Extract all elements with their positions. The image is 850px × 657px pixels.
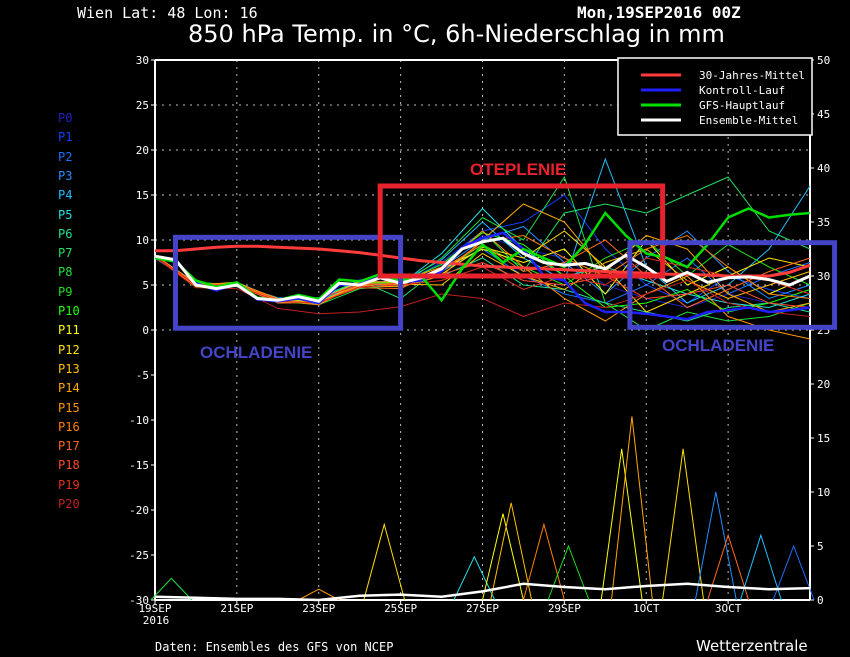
y-tick-label-right: 35	[817, 216, 830, 229]
y-tick-label-left: 15	[136, 189, 149, 202]
annotation-box-1	[377, 183, 666, 279]
member-label-p0: P0	[58, 111, 73, 125]
temp-line-p18	[154, 254, 811, 308]
y-tick-label-left: -10	[129, 414, 149, 427]
y-tick-label-right: 5	[817, 540, 824, 553]
annotation-box-2	[627, 240, 838, 330]
member-label-p17: P17	[58, 439, 80, 454]
temp-line-ensemble-mean	[154, 236, 811, 303]
y-tick-label-right: 40	[817, 162, 830, 175]
precip-line-p15	[298, 588, 340, 601]
y-tick-label-right: 50	[817, 54, 830, 67]
temp-line-p20	[154, 256, 811, 318]
chart-title: 850 hPa Temp. in °C, 6h-Niederschlag in …	[188, 20, 725, 48]
legend-gfs: GFS-Hauptlauf	[699, 99, 785, 112]
x-tick-label: 3OCT	[715, 602, 742, 615]
x-tick-label: 1OCT	[633, 602, 660, 615]
x-tick-label: 23SEP	[302, 602, 335, 615]
x-tick-label: 21SEP	[220, 602, 253, 615]
member-label-p1: P1	[58, 130, 73, 145]
y-tick-label-left: 25	[136, 99, 149, 112]
y-tick-label-left: -5	[136, 369, 149, 382]
member-label-p15: P15	[58, 400, 80, 415]
member-label-p8: P8	[58, 265, 73, 280]
temp-line-climatology	[155, 244, 811, 278]
member-label-p13: P13	[58, 361, 80, 376]
y-tick-label-left: 5	[142, 279, 149, 292]
brand-label: Wetterzentrale	[696, 637, 808, 655]
annotation-label-cooling-1: OCHLADENIE	[200, 343, 313, 362]
member-label-p18: P18	[58, 458, 80, 473]
y-tick-label-left: 0	[142, 324, 149, 337]
x-tick-label: 2016	[143, 614, 170, 627]
member-label-p2: P2	[58, 149, 73, 164]
member-label-p19: P19	[58, 477, 80, 492]
annotation-box-0	[172, 234, 404, 331]
y-tick-label-right: 20	[817, 378, 830, 391]
y-tick-label-left: 30	[136, 54, 149, 67]
precip-line-p11	[482, 513, 524, 601]
precip-line-p12	[363, 522, 406, 601]
legend-mean: Ensemble-Mittel	[699, 114, 798, 127]
y-tick-label-left: -25	[129, 549, 149, 562]
y-tick-label-left: -15	[129, 459, 149, 472]
y-tick-label-right: 45	[817, 108, 830, 121]
y-tick-label-right: 30	[817, 270, 830, 283]
y-tick-label-right: 10	[817, 486, 830, 499]
member-label-p20: P20	[58, 497, 80, 511]
annotation-label-cooling-2: OCHLADENIE	[662, 336, 775, 355]
grid	[155, 60, 810, 600]
y-tick-label-left: -20	[129, 504, 149, 517]
member-series	[154, 157, 811, 340]
precip-line-ensemble-mean	[154, 582, 811, 602]
member-label-p7: P7	[58, 246, 73, 261]
y-tick-label-left: 10	[136, 234, 149, 247]
legend: 30-Jahres-Mittel Kontroll-Lauf GFS-Haupt…	[617, 57, 813, 136]
precip-line-p3	[694, 491, 737, 601]
y-tick-label-left: 20	[136, 144, 149, 157]
y-tick-label-right: 0	[817, 594, 824, 607]
temp-line-p15	[154, 230, 811, 340]
legend-climatology: 30-Jahres-Mittel	[699, 69, 805, 82]
member-label-p14: P14	[58, 381, 80, 396]
x-tick-label: 19SEP	[138, 602, 171, 615]
member-label-p10: P10	[58, 304, 80, 318]
legend-control: Kontroll-Lauf	[699, 84, 785, 97]
member-label-p5: P5	[58, 207, 73, 222]
precip-line-p12	[662, 448, 705, 601]
main-series	[154, 207, 811, 321]
member-label-p12: P12	[58, 342, 80, 357]
legend-box	[617, 57, 813, 136]
precip-line-p5	[453, 555, 496, 601]
x-tick-label: 29SEP	[548, 602, 581, 615]
member-label-p16: P16	[58, 419, 80, 434]
member-label-p6: P6	[58, 226, 73, 241]
precip-line-p8	[150, 577, 193, 601]
precip-line-p14	[610, 416, 653, 601]
x-tick-label: 27SEP	[466, 602, 499, 615]
data-source: Daten: Ensembles des GFS von NCEP	[155, 640, 394, 654]
member-label-p3: P3	[58, 168, 73, 183]
run-time-label: Mon,19SEP2016 00Z	[577, 3, 741, 22]
location-label: Wien Lat: 48 Lon: 16	[77, 4, 258, 22]
x-tick-label: 25SEP	[384, 602, 417, 615]
member-label-p4: P4	[58, 188, 73, 203]
precip-line-p9	[547, 544, 590, 601]
member-label-p11: P11	[58, 323, 80, 338]
precip-line-p17	[707, 533, 750, 601]
y-tick-label-right: 15	[817, 432, 830, 445]
annotation-label-warming: OTEPLENIE	[470, 160, 567, 179]
precip-line-p11	[600, 448, 643, 601]
precip-series	[150, 416, 815, 602]
annotation-boxes	[172, 183, 838, 331]
y-tick-label-left: -30	[129, 594, 149, 607]
member-label-p9: P9	[58, 284, 73, 299]
precip-line-p13	[490, 502, 533, 601]
precip-line-p2	[772, 544, 815, 601]
precip-line-p4	[739, 533, 782, 601]
